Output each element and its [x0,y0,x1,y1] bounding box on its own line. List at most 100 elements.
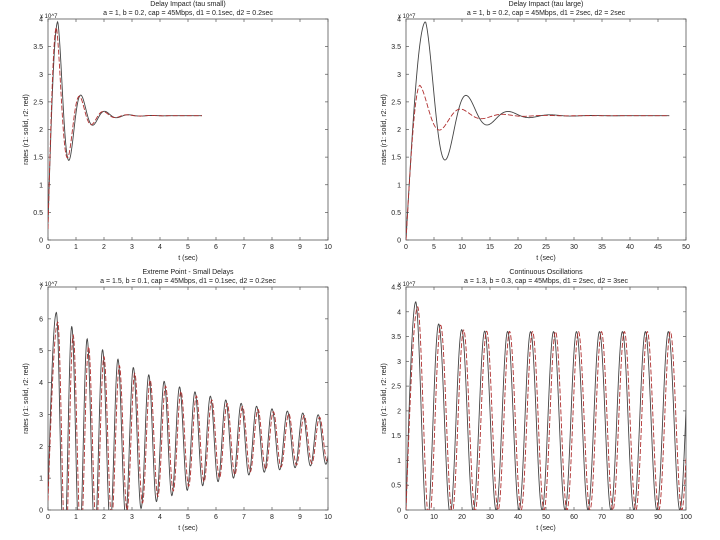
x-tick-label: 1 [74,514,78,521]
y-tick-label: 1 [397,182,401,189]
y-tick-label: 0.5 [391,210,401,217]
x-tick-label: 2 [102,514,106,521]
x-tick-label: 4 [158,514,162,521]
y-tick-label: 1.5 [391,155,401,162]
x-tick-label: 0 [46,244,50,251]
y-axis-label: rates (r1: solid, r2: red) [23,94,30,165]
series-line-r1 [48,311,328,510]
y-tick-label: 3.5 [391,334,401,341]
x-tick-label: 15 [486,244,494,251]
y-exponent-label: x 10^7 [40,282,58,288]
y-tick-label: 2 [39,444,43,451]
x-tick-label: 1 [74,244,78,251]
x-axis-label: t (sec) [178,255,197,262]
x-tick-label: 70 [598,514,606,521]
chart-title: Delay Impact (tau large) [509,1,584,8]
y-tick-label: 0.5 [33,210,43,217]
y-tick-label: 3 [39,412,43,419]
x-tick-label: 3 [130,514,134,521]
x-tick-label: 5 [186,514,190,521]
x-tick-label: 50 [542,514,550,521]
x-tick-label: 20 [514,244,522,251]
x-tick-label: 30 [486,514,494,521]
series-line-r1 [48,20,202,224]
x-axis-label: t (sec) [536,255,555,262]
y-axis-label: rates (r1: solid, r2: red) [23,363,30,434]
plot-frame [405,18,687,241]
chart-title: Extreme Point - Small Delays [142,269,234,276]
y-tick-label: 2 [39,127,43,134]
x-tick-label: 20 [458,514,466,521]
y-tick-label: 2.5 [391,384,401,391]
x-tick-label: 2 [102,244,106,251]
y-tick-label: 4.5 [391,285,401,292]
series-line-r1 [406,301,686,510]
chart-subtitle: a = 1.3, b = 0.3, cap = 45Mbps, d1 = 2se… [464,278,629,285]
x-tick-label: 0 [46,514,50,521]
plot-frame [47,18,329,241]
y-tick-label: 4 [39,17,43,24]
y-tick-label: 3 [39,72,43,79]
x-axis-label: t (sec) [178,525,197,532]
y-tick-label: 1 [39,476,43,483]
y-tick-label: 3.5 [391,44,401,51]
y-tick-label: 0 [397,508,401,515]
y-exponent-label: x 10^7 [398,282,416,288]
chart-subtitle: a = 1.5, b = 0.1, cap = 45Mbps, d1 = 0.1… [100,278,276,285]
y-tick-label: 3 [397,359,401,366]
y-exponent-label: x 10^7 [40,14,58,20]
y-tick-label: 2.5 [391,99,401,106]
x-tick-label: 6 [214,244,218,251]
y-tick-label: 1 [397,458,401,465]
y-tick-label: 0 [39,238,43,245]
x-tick-label: 50 [682,244,690,251]
x-tick-label: 0 [404,244,408,251]
chart-panel-2: 0 5 10 15 20 25 30 35 40 45 50 0 0.5 1 1.5 2 2.5 3 3.5 4x 1… [381,1,690,262]
chart-subtitle: a = 1, b = 0.2, cap = 45Mbps, d1 = 2sec,… [467,10,626,17]
plot-frame [405,286,687,511]
y-tick-label: 1.5 [33,155,43,162]
x-axis-label: t (sec) [536,525,555,532]
x-tick-label: 10 [324,514,332,521]
y-axis-label: rates (r1: solid, r2: red) [381,94,388,165]
x-tick-label: 40 [626,244,634,251]
chart-subtitle: a = 1, b = 0.2, cap = 45Mbps, d1 = 0.1se… [103,10,273,17]
x-tick-label: 80 [626,514,634,521]
y-tick-label: 3 [397,72,401,79]
x-tick-label: 90 [654,514,662,521]
y-tick-label: 2 [397,127,401,134]
x-tick-label: 0 [404,514,408,521]
y-exponent-label: x 10^7 [398,14,416,20]
series-line-r2 [406,84,670,240]
x-tick-label: 8 [270,244,274,251]
y-axis-label: rates (r1: solid, r2: red) [381,363,388,434]
x-tick-label: 7 [242,244,246,251]
y-tick-label: 1 [39,182,43,189]
y-tick-label: 1.5 [391,433,401,440]
x-tick-label: 40 [514,514,522,521]
y-tick-label: 2 [397,408,401,415]
x-tick-label: 3 [130,244,134,251]
y-tick-label: 7 [39,285,43,292]
y-tick-label: 0 [397,238,401,245]
x-tick-label: 10 [458,244,466,251]
x-tick-label: 10 [430,514,438,521]
x-tick-label: 9 [298,244,302,251]
x-tick-label: 4 [158,244,162,251]
x-tick-label: 30 [570,244,578,251]
y-tick-label: 0 [39,508,43,515]
x-tick-label: 5 [432,244,436,251]
y-tick-label: 4 [397,17,401,24]
x-tick-label: 9 [298,514,302,521]
x-tick-label: 35 [598,244,606,251]
x-tick-label: 60 [570,514,578,521]
y-tick-label: 6 [39,316,43,323]
series-line-r2 [48,27,202,229]
x-tick-label: 7 [242,514,246,521]
chart-panel-4: 0 10 20 30 40 50 60 70 80 90 100 0 0.5 1 1.5 2 2.5 3 3.5 4 4… [381,269,692,532]
y-tick-label: 0.5 [391,483,401,490]
series-line-r1 [406,21,670,240]
